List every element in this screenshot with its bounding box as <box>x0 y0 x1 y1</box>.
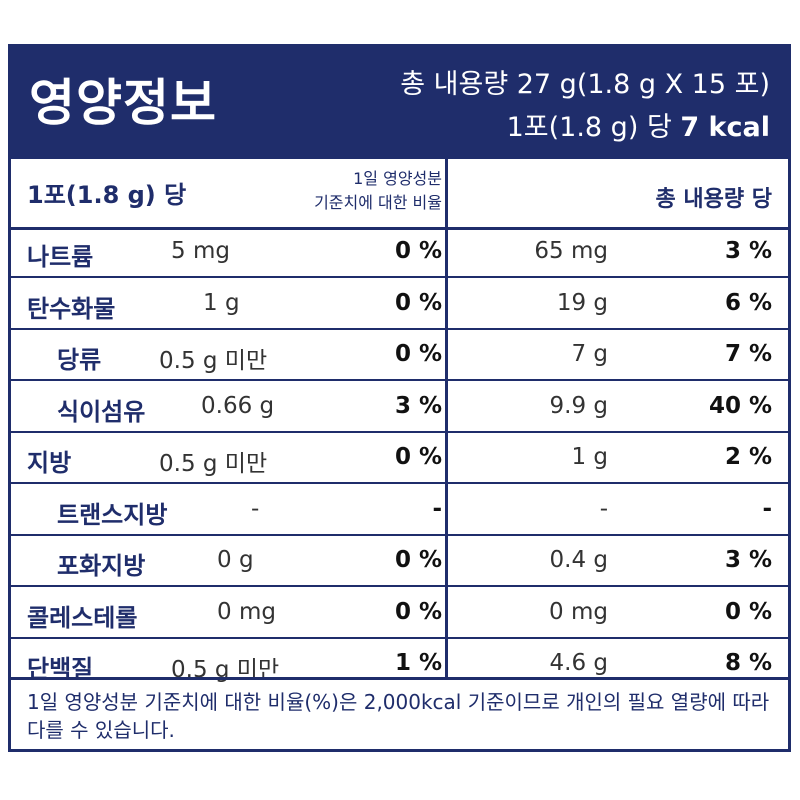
total-amount: 19 g <box>556 290 608 316</box>
total-percent: 40 % <box>708 393 772 419</box>
nutrient-name: 포화지방 <box>57 552 146 580</box>
column-header-row: 1포(1.8 g) 당 1일 영양성분 기준치에 대한 비율 총 내용량 당 <box>11 159 788 230</box>
table-row: 콜레스테롤 0 mg 0 % 0 mg 0 % <box>11 588 788 639</box>
table-row: 나트륨 5 mg 0 % 65 mg 3 % <box>11 227 788 278</box>
nutrient-name: 지방 <box>27 449 72 477</box>
nutrient-amount: 0.66 g <box>201 393 275 419</box>
total-amount: 7 g <box>571 341 608 367</box>
nutrient-amount: - <box>251 496 260 522</box>
per-serving-calories: 1포(1.8 g) 당 7 kcal <box>507 105 770 144</box>
table-row: 지방 0.5 g 미만 0 % 1 g 2 % <box>11 433 788 484</box>
nutrition-facts-label: 영양정보 총 내용량 27 g(1.8 g X 15 포) 1포(1.8 g) … <box>8 44 791 752</box>
table-row: 식이섬유 0.66 g 3 % 9.9 g 40 % <box>11 382 788 433</box>
total-percent: 6 % <box>724 290 772 316</box>
total-amount: 0 mg <box>549 599 608 625</box>
nutrient-name: 나트륨 <box>27 243 94 271</box>
total-percent: 0 % <box>724 599 772 625</box>
total-percent: - <box>762 496 772 522</box>
nutrient-percent: 0 % <box>394 238 442 264</box>
nutrient-name: 당류 <box>57 346 102 374</box>
nutrient-amount: 0.5 g 미만 <box>159 451 268 477</box>
table-row: 당류 0.5 g 미만 0 % 7 g 7 % <box>11 330 788 381</box>
nutrient-percent: 0 % <box>394 341 442 367</box>
table-row: 포화지방 0 g 0 % 0.4 g 3 % <box>11 536 788 587</box>
per-total-header: 총 내용량 당 <box>655 187 772 212</box>
nutrient-percent: 0 % <box>394 599 442 625</box>
daily-value-header-line2: 기준치에 대한 비율 <box>314 193 442 212</box>
total-percent: 3 % <box>724 547 772 573</box>
nutrient-amount: 0 mg <box>217 599 276 625</box>
nutrient-name: 탄수화물 <box>27 295 116 323</box>
daily-value-header: 1일 영양성분 기준치에 대한 비율 <box>314 167 442 215</box>
total-amount: 4.6 g <box>549 650 609 676</box>
calories-value: 7 kcal <box>680 112 770 143</box>
footer-note: 1일 영양성분 기준치에 대한 비율(%)은 2,000kcal 기준이므로 개… <box>27 690 770 742</box>
daily-value-header-line1: 1일 영양성분 <box>353 169 442 188</box>
label-footer: 1일 영양성분 기준치에 대한 비율(%)은 2,000kcal 기준이므로 개… <box>11 677 788 752</box>
total-amount: 1 g <box>571 444 608 470</box>
nutrient-percent: 3 % <box>394 393 442 419</box>
table-row: 탄수화물 1 g 0 % 19 g 6 % <box>11 279 788 330</box>
nutrient-name: 식이섬유 <box>57 398 146 426</box>
nutrient-name: 콜레스테롤 <box>27 604 138 632</box>
total-percent: 3 % <box>724 238 772 264</box>
total-amount: 9.9 g <box>549 393 609 419</box>
label-header: 영양정보 총 내용량 27 g(1.8 g X 15 포) 1포(1.8 g) … <box>11 47 788 159</box>
per-serving-header: 1포(1.8 g) 당 <box>27 181 187 209</box>
total-content: 총 내용량 27 g(1.8 g X 15 포) <box>400 69 770 100</box>
per-serving-prefix: 1포(1.8 g) 당 <box>506 112 681 143</box>
nutrient-name: 트랜스지방 <box>57 501 168 529</box>
nutrient-percent: 0 % <box>394 444 442 470</box>
nutrient-amount: 0 g <box>217 547 254 573</box>
nutrient-percent: 0 % <box>394 290 442 316</box>
nutrient-percent: 1 % <box>394 650 442 676</box>
table-row: 트랜스지방 - - - - <box>11 485 788 536</box>
column-divider <box>445 159 448 677</box>
total-amount: - <box>599 496 608 522</box>
total-percent: 2 % <box>724 444 772 470</box>
nutrient-amount: 1 g <box>203 290 240 316</box>
nutrient-amount: 0.5 g 미만 <box>159 348 268 374</box>
nutrient-percent: 0 % <box>394 547 442 573</box>
total-amount: 0.4 g <box>549 547 609 573</box>
nutrient-amount: 5 mg <box>171 238 230 264</box>
total-amount: 65 mg <box>534 238 608 264</box>
nutrient-percent: - <box>432 496 442 522</box>
total-percent: 7 % <box>724 341 772 367</box>
total-percent: 8 % <box>724 650 772 676</box>
label-title: 영양정보 <box>29 74 217 132</box>
